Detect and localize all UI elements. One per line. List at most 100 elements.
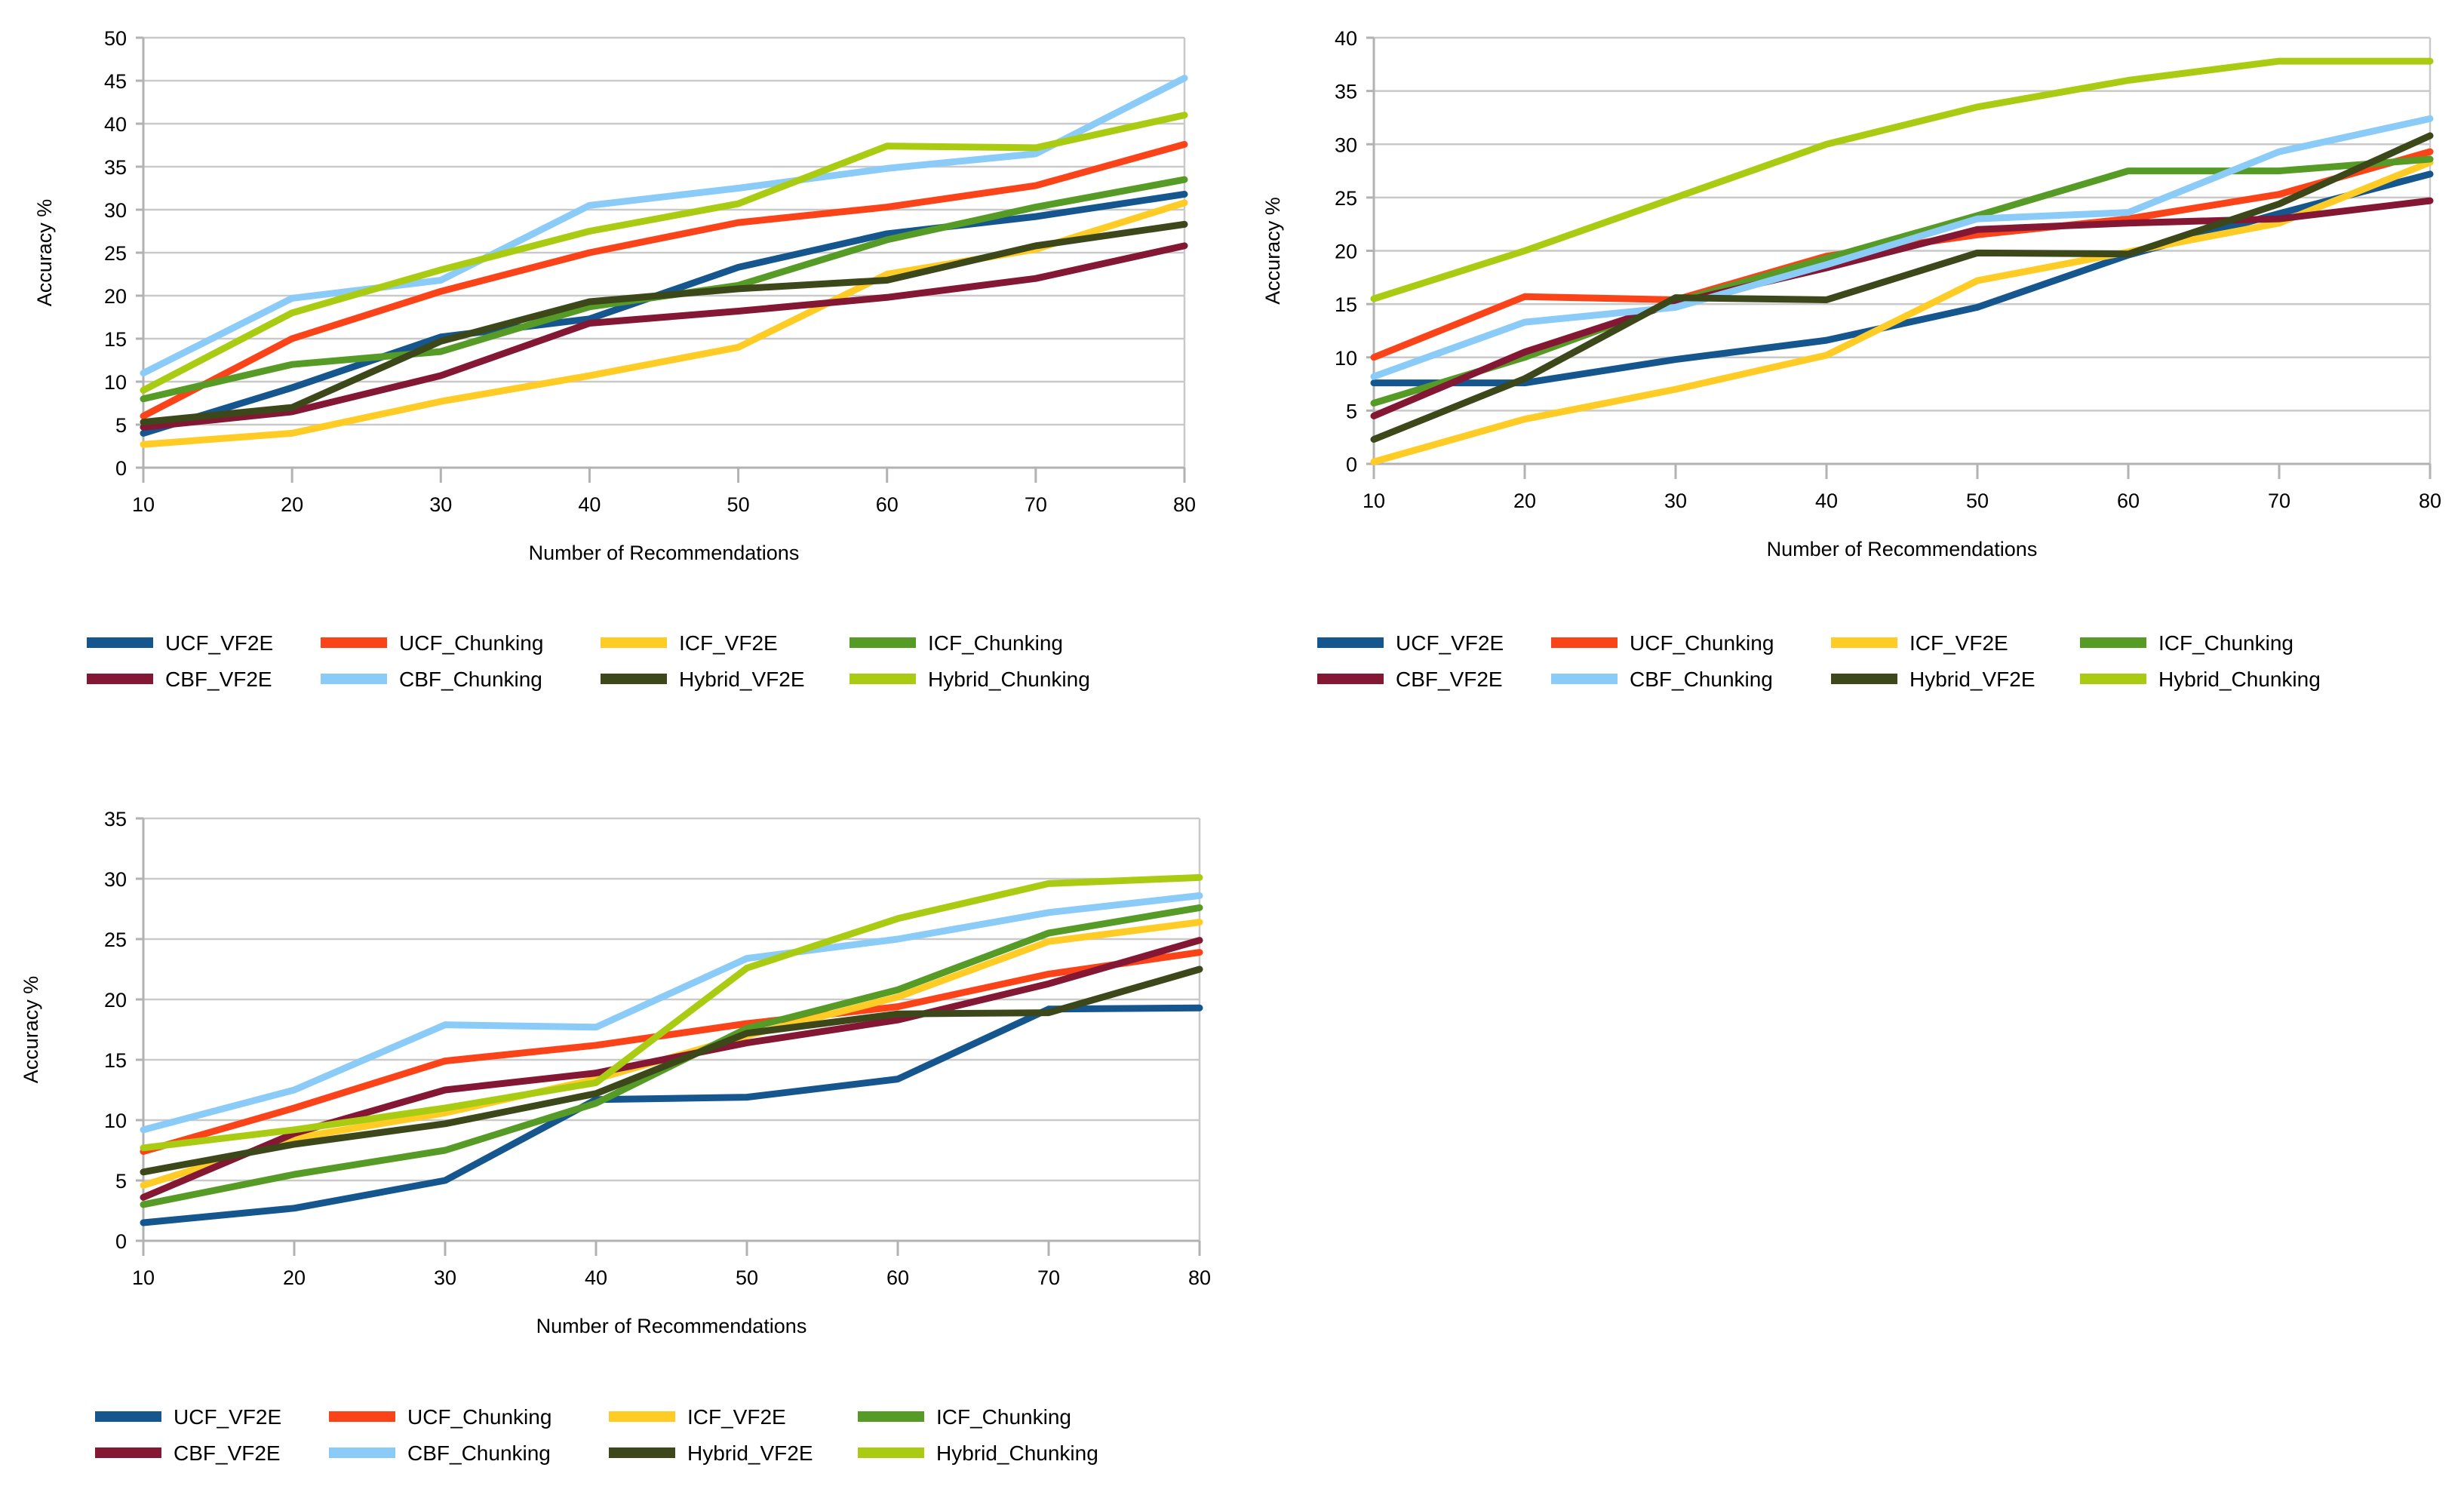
x-tick-label: 60 <box>876 493 899 516</box>
x-tick-label: 60 <box>886 1266 909 1289</box>
x-tick-label: 40 <box>585 1266 607 1289</box>
legend-label-UCF_Chunking: UCF_Chunking <box>407 1405 551 1429</box>
series-line-Hybrid_Chunking <box>1370 57 2434 302</box>
y-tick-label: 25 <box>1335 187 1357 210</box>
y-tick-label: 15 <box>1335 293 1357 316</box>
y-axis-title: Accuracy % <box>20 976 42 1084</box>
y-tick-label: 0 <box>115 457 127 480</box>
legend-swatch-Hybrid_VF2E <box>609 1447 675 1458</box>
y-tick-label: 5 <box>115 1170 127 1193</box>
legend-label-CBF_VF2E: CBF_VF2E <box>174 1441 281 1465</box>
legend-label-CBF_VF2E: CBF_VF2E <box>165 668 272 691</box>
y-tick-label: 35 <box>1335 81 1357 103</box>
x-tick-label: 70 <box>1025 493 1047 516</box>
legend-label-Hybrid_Chunking: Hybrid_Chunking <box>928 668 1090 691</box>
series-line-Hybrid_VF2E <box>1370 132 2434 444</box>
y-tick-label: 25 <box>104 242 127 265</box>
legend-label-Hybrid_VF2E: Hybrid_VF2E <box>687 1441 813 1465</box>
legend-swatch-ICF_VF2E <box>1831 637 1897 648</box>
x-axis-title: Number of Recommendations <box>1767 538 2038 560</box>
legend-label-ICF_VF2E: ICF_VF2E <box>679 631 778 655</box>
series-line-CBF_Chunking <box>140 75 1188 377</box>
x-tick-label: 10 <box>132 1266 155 1289</box>
legend-label-Hybrid_VF2E: Hybrid_VF2E <box>679 668 805 691</box>
series-line-CBF_Chunking <box>140 892 1203 1134</box>
y-tick-label: 0 <box>1346 453 1357 476</box>
y-tick-label: 20 <box>104 989 127 1012</box>
y-tick-label: 35 <box>104 808 127 830</box>
y-axis-title: Accuracy % <box>33 199 56 307</box>
series-line-Hybrid_VF2E <box>140 220 1188 426</box>
legend-label-ICF_Chunking: ICF_Chunking <box>2158 631 2293 655</box>
x-tick-label: 80 <box>1188 1266 1211 1289</box>
legend-label-ICF_Chunking: ICF_Chunking <box>928 631 1063 655</box>
y-tick-label: 10 <box>1335 347 1357 370</box>
legend-swatch-UCF_Chunking <box>329 1411 395 1422</box>
legend-label-UCF_Chunking: UCF_Chunking <box>399 631 543 655</box>
legend-swatch-CBF_VF2E <box>95 1447 161 1458</box>
series-line-CBF_VF2E <box>140 242 1188 431</box>
legend-swatch-CBF_VF2E <box>87 674 153 684</box>
legend-swatch-ICF_VF2E <box>609 1411 675 1422</box>
x-axis-title: Number of Recommendations <box>529 542 800 564</box>
legend-label-ICF_VF2E: ICF_VF2E <box>687 1405 786 1429</box>
legend-label-CBF_Chunking: CBF_Chunking <box>399 668 542 691</box>
legend-swatch-UCF_Chunking <box>321 637 387 648</box>
series-line-CBF_Chunking <box>1370 115 2434 380</box>
y-tick-label: 30 <box>1335 134 1357 156</box>
y-tick-label: 15 <box>104 1049 127 1072</box>
legend-label-CBF_Chunking: CBF_Chunking <box>1630 668 1773 691</box>
series-line-CBF_VF2E <box>1370 197 2434 419</box>
x-tick-label: 20 <box>281 493 303 516</box>
x-tick-label: 20 <box>1513 490 1536 512</box>
x-tick-label: 80 <box>2419 490 2441 512</box>
y-tick-label: 5 <box>115 414 127 437</box>
y-tick-label: 20 <box>104 285 127 308</box>
y-tick-label: 30 <box>104 868 127 891</box>
legend-swatch-ICF_Chunking <box>849 637 916 648</box>
legend-label-UCF_Chunking: UCF_Chunking <box>1630 631 1774 655</box>
x-tick-label: 50 <box>727 493 750 516</box>
x-tick-label: 30 <box>434 1266 456 1289</box>
y-tick-label: 30 <box>104 199 127 222</box>
legend-swatch-Hybrid_Chunking <box>2080 674 2146 684</box>
series-line-UCF_Chunking <box>140 140 1188 420</box>
series-line-ICF_Chunking <box>140 176 1188 403</box>
legend-label-UCF_VF2E: UCF_VF2E <box>165 631 273 655</box>
series-line-UCF_Chunking <box>140 949 1203 1156</box>
legend-label-UCF_VF2E: UCF_VF2E <box>1396 631 1504 655</box>
x-axis-title: Number of Recommendations <box>536 1315 807 1337</box>
x-tick-label: 40 <box>578 493 601 516</box>
legend-swatch-CBF_Chunking <box>329 1447 395 1458</box>
x-tick-label: 10 <box>132 493 155 516</box>
legend-label-CBF_Chunking: CBF_Chunking <box>407 1441 551 1465</box>
legend-swatch-CBF_Chunking <box>321 674 387 684</box>
x-tick-label: 30 <box>1664 490 1687 512</box>
series-line-Hybrid_Chunking <box>140 873 1203 1152</box>
y-tick-label: 40 <box>104 113 127 136</box>
series-line-Hybrid_Chunking <box>140 112 1188 394</box>
y-tick-label: 10 <box>104 1110 127 1132</box>
legend-swatch-Hybrid_VF2E <box>1831 674 1897 684</box>
legend-swatch-CBF_Chunking <box>1551 674 1618 684</box>
y-tick-label: 40 <box>1335 27 1357 50</box>
x-tick-label: 40 <box>1815 490 1838 512</box>
legend-label-Hybrid_Chunking: Hybrid_Chunking <box>936 1441 1098 1465</box>
x-tick-label: 80 <box>1173 493 1196 516</box>
x-tick-label: 60 <box>2117 490 2140 512</box>
accuracy-chart-top-right: 0 5 10 15 20 25 30 35 40 10 20 30 40 50 60 70 80 Accuracy… <box>1261 27 2441 691</box>
y-tick-label: 20 <box>1335 241 1357 263</box>
legend-label-ICF_VF2E: ICF_VF2E <box>1909 631 2008 655</box>
series-line-Hybrid_VF2E <box>140 965 1203 1176</box>
legend-swatch-UCF_Chunking <box>1551 637 1618 648</box>
accuracy-chart-bottom-left: 0 5 10 15 20 25 30 35 10 20 30 40 50 60 70 80 Accuracy %… <box>20 808 1211 1465</box>
legend-label-Hybrid_Chunking: Hybrid_Chunking <box>2158 668 2321 691</box>
series-line-ICF_VF2E <box>1370 158 2434 465</box>
x-tick-label: 70 <box>2268 490 2290 512</box>
legend-swatch-ICF_VF2E <box>601 637 667 648</box>
x-tick-label: 70 <box>1037 1266 1060 1289</box>
legend-swatch-UCF_VF2E <box>87 637 153 648</box>
legend-swatch-ICF_Chunking <box>858 1411 924 1422</box>
x-tick-label: 50 <box>736 1266 758 1289</box>
